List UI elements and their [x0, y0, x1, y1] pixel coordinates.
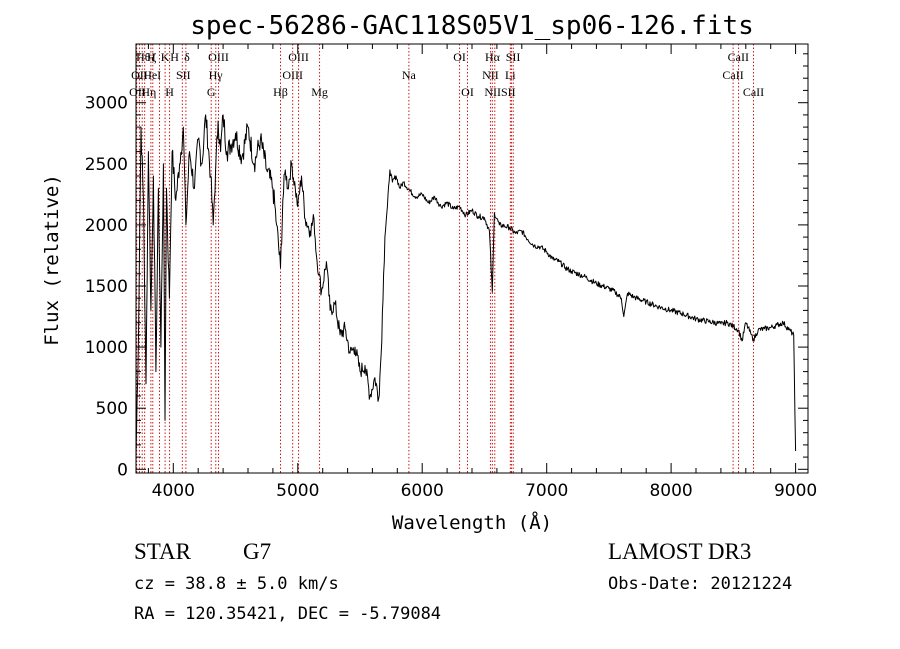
- y-tick-label: 1000: [85, 338, 128, 358]
- y-tick-label: 2000: [85, 216, 128, 236]
- y-tick-label: 0: [117, 460, 128, 480]
- x-tick-label: 7000: [525, 481, 568, 501]
- line-label-24: G: [207, 85, 216, 99]
- x-tick-label: 8000: [649, 481, 692, 501]
- plot-frame: [135, 43, 809, 474]
- line-label-1: H: [147, 50, 156, 64]
- x-tick-label: 4000: [152, 481, 195, 501]
- line-label-7: OIII: [288, 50, 309, 64]
- spectral-line-markers: [136, 44, 754, 473]
- ra-dec-coordinates: RA = 120.35421, DEC = -5.79084: [134, 604, 441, 624]
- line-label-11: CaII: [728, 50, 749, 64]
- line-label-26: Mg: [311, 85, 328, 99]
- line-label-5: δ: [184, 50, 190, 64]
- x-tick-label: 5000: [276, 481, 319, 501]
- line-label-12: OII: [131, 68, 148, 82]
- line-label-16: OIII: [282, 68, 303, 82]
- y-tick-label: 500: [96, 399, 128, 419]
- x-tick-label: 9000: [774, 481, 817, 501]
- observation-date: Obs-Date: 20121224: [608, 574, 792, 594]
- line-label-10: SII: [506, 50, 521, 64]
- line-label-29: CaII: [743, 85, 764, 99]
- line-label-15: Hγ: [209, 68, 224, 82]
- line-label-2: ζ: [151, 50, 156, 64]
- y-tick-label: 1500: [85, 277, 128, 297]
- x-tick-label: 6000: [401, 481, 444, 501]
- spectral-subclass: G7: [243, 539, 271, 564]
- line-label-20: CaII: [722, 68, 743, 82]
- y-axis: 0 500 1000 1500 2000 2500 3000: [85, 53, 808, 480]
- line-label-4: H: [170, 50, 179, 64]
- line-label-22: Hη: [141, 85, 156, 99]
- line-label-17: Na: [402, 68, 417, 82]
- y-axis-label: Flux (relative): [41, 174, 63, 346]
- redshift-cz: cz = 38.8 ± 5.0 km/s: [134, 574, 339, 594]
- line-label-23: H: [165, 85, 174, 99]
- line-label-8: OI: [453, 50, 466, 64]
- line-label-14: SII: [176, 68, 191, 82]
- line-label-28: NIISII: [484, 85, 515, 99]
- line-label-3: K: [161, 50, 170, 64]
- chart-title: spec-56286-GAC118S05V1_sp06-126.fits: [190, 11, 754, 41]
- line-label-6: OIII: [208, 50, 229, 64]
- y-tick-label: 3000: [85, 94, 128, 114]
- line-label-19: Li: [505, 68, 516, 82]
- line-label-18: NII: [482, 68, 499, 82]
- object-class: STAR: [134, 539, 192, 564]
- line-label-13: HeI: [143, 68, 161, 82]
- survey-name: LAMOST DR3: [608, 539, 751, 564]
- x-axis: 4000 5000 6000 7000 8000 9000: [147, 44, 817, 501]
- line-label-9: Hα: [485, 50, 501, 64]
- spectrum-series: [135, 114, 797, 458]
- spectrum-line: [135, 114, 797, 458]
- x-axis-label: Wavelength (Å): [392, 511, 552, 534]
- line-label-21: OII: [129, 85, 146, 99]
- line-label-27: OI: [461, 85, 474, 99]
- line-label-25: Hβ: [273, 85, 288, 99]
- y-tick-label: 2500: [85, 155, 128, 175]
